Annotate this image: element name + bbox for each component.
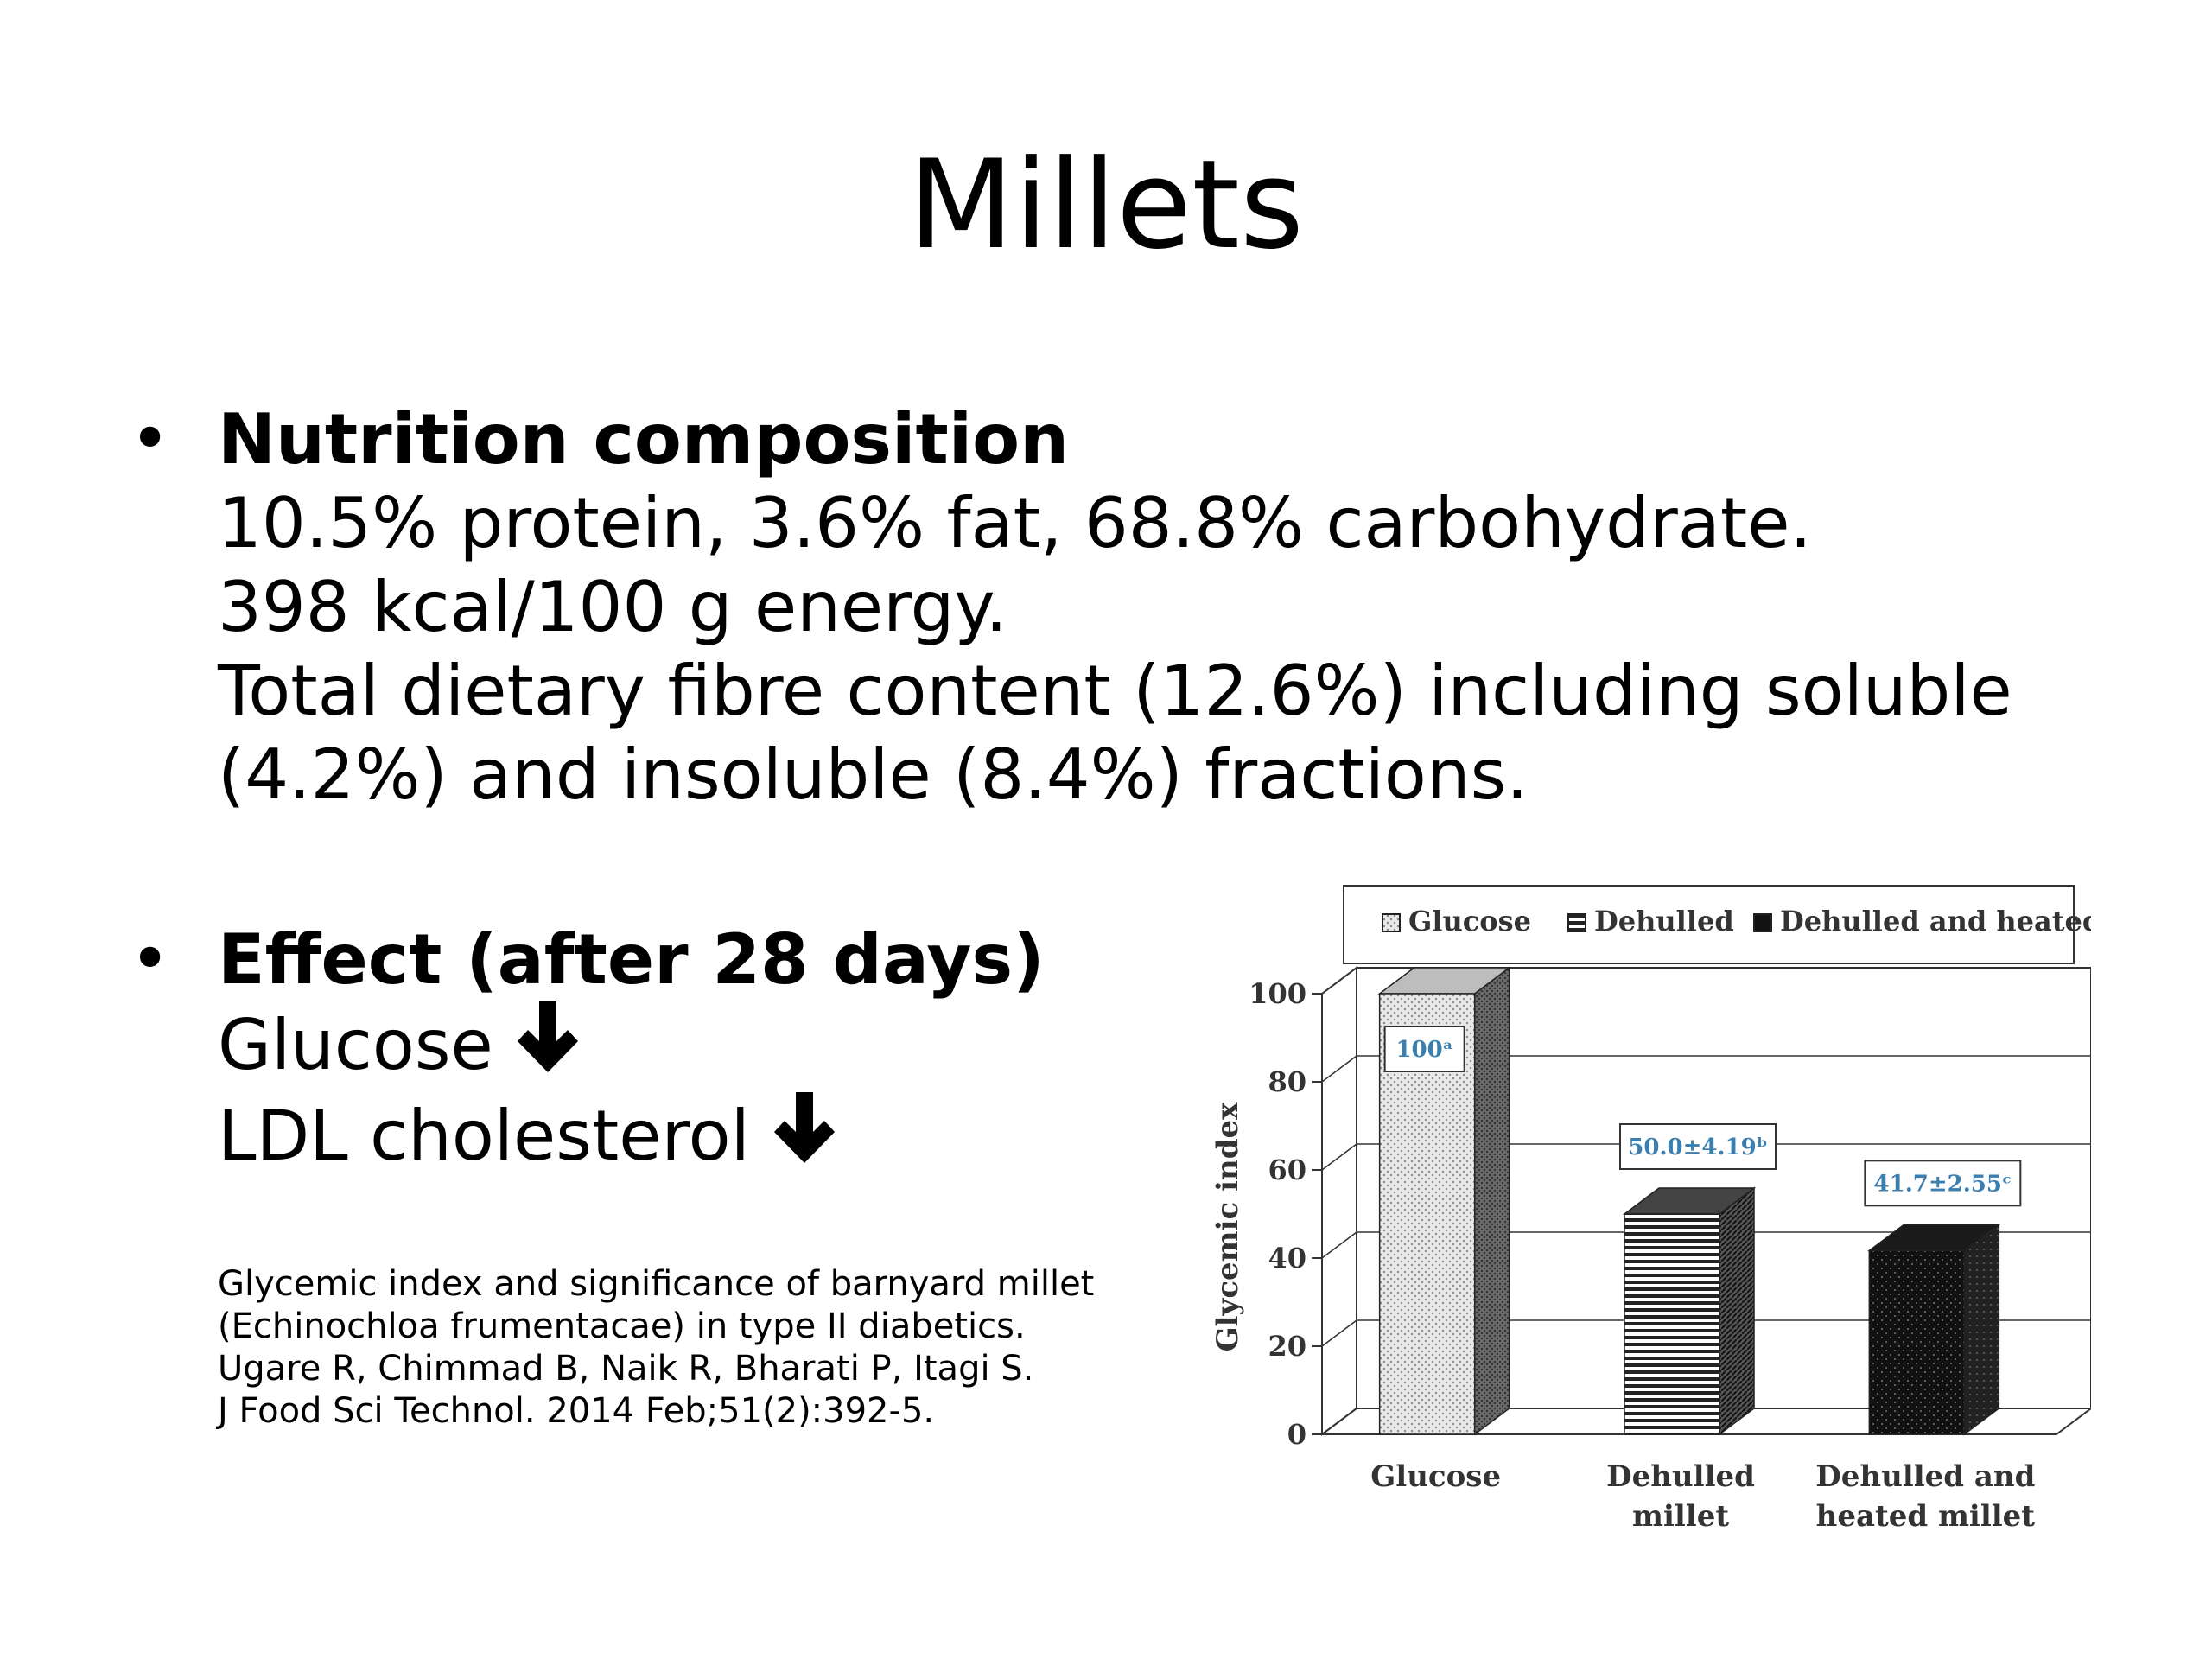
data-label: 50.0±4.19ᵇ (1628, 1135, 1767, 1160)
down-arrow-icon (773, 1092, 835, 1183)
citation-line: (Echinochloa frumentacae) in type II dia… (218, 1306, 1026, 1346)
bar-side (1963, 1223, 2000, 1436)
bullet-line: 10.5% protein, 3.6% fat, 68.8% carbohydr… (218, 483, 1812, 563)
glycemic-index-chart: Glucose Dehulled Dehulled and heated 0 20 40… (1211, 885, 2091, 1534)
down-arrow-icon (517, 1001, 578, 1092)
chart-bars: 100ᵃ 50.0±4.19ᵇ 41.7±2.55ᶜ (1377, 966, 2022, 1436)
y-tick-label: 100 (1249, 977, 1306, 1010)
x-category-label: Dehulled (1606, 1459, 1755, 1494)
bar-3: 41.7±2.55ᶜ (1864, 1160, 2022, 1436)
y-tick-label: 0 (1287, 1418, 1306, 1451)
citation-line: J Food Sci Technol. 2014 Feb;51(2):392-5… (218, 1391, 935, 1431)
bullet-line: Total dietary fibre content (12.6%) incl… (218, 651, 2012, 731)
bullet-dot: • (130, 398, 171, 479)
bar-side (1719, 1186, 1755, 1436)
bullet-dot: • (130, 918, 171, 999)
slide-title: Millets (908, 134, 1304, 276)
bar-side (1473, 966, 1510, 1436)
effect-ldl-label: LDL cholesterol (218, 1096, 750, 1176)
bar-front (1868, 1249, 1966, 1435)
y-tick-label: 80 (1268, 1065, 1306, 1098)
effect-glucose-label: Glucose (218, 1005, 493, 1085)
data-label-box (1864, 1160, 2022, 1207)
data-label: 41.7±2.55ᶜ (1874, 1171, 2012, 1197)
bullet-heading: Nutrition composition (218, 399, 1070, 480)
data-label-box (1619, 1123, 1777, 1170)
citation-line: Glycemic index and significance of barny… (218, 1264, 1095, 1304)
gridline (1321, 1319, 2091, 1347)
x-category-label: Glucose (1370, 1459, 1501, 1494)
bar-2: 50.0±4.19ᵇ (1619, 1123, 1777, 1436)
gridline (1321, 1231, 2091, 1259)
x-axis-labels: Glucose Dehulled millet Dehulled and heated … (1370, 1459, 2035, 1534)
bar-1: 100ᵃ (1377, 966, 1511, 1436)
legend-swatch (1567, 913, 1586, 932)
legend-entry: Dehulled and heated (1780, 905, 2091, 938)
effect-ldl: LDL cholesterol (218, 1092, 2119, 1183)
effect-glucose: Glucose (218, 1001, 2119, 1092)
chart-grid (1319, 966, 2091, 1436)
y-tick-label: 20 (1268, 1330, 1306, 1363)
legend-box (1343, 885, 2075, 964)
legend-swatch (1753, 913, 1772, 932)
bullet-line: 398 kcal/100 g energy. (218, 567, 1007, 647)
x-category-label: millet (1632, 1499, 1729, 1534)
x-category-label: Dehulled and (1815, 1459, 2035, 1494)
chart-legend: Glucose Dehulled Dehulled and heated (1343, 885, 2091, 964)
gridline (1321, 1055, 2091, 1083)
bar-front (1624, 1213, 1720, 1435)
left-wall (1321, 966, 1357, 1436)
bullet-heading: Effect (after 28 days) (218, 919, 1045, 1000)
gridline (1321, 967, 2091, 995)
legend-entry: Dehulled (1594, 905, 1734, 938)
citation-line: Ugare R, Chimmad B, Naik R, Bharati P, I… (218, 1349, 1034, 1389)
y-axis-ticks: 0 20 40 60 80 100 (1249, 977, 1322, 1451)
y-axis-label: Glycemic index (1211, 1102, 1245, 1352)
gridline (1321, 1408, 2091, 1435)
bullet-line: (4.2%) and insoluble (8.4%) fractions. (218, 734, 1529, 815)
y-tick-label: 60 (1268, 1154, 1306, 1186)
y-tick-label: 40 (1268, 1242, 1306, 1274)
x-category-label: heated millet (1816, 1499, 2036, 1534)
legend-entry: Glucose (1408, 905, 1531, 938)
data-label: 100ᵃ (1395, 1037, 1452, 1063)
gridline (1321, 1143, 2091, 1171)
citation: Glycemic index and significance of barny… (218, 1263, 1211, 1433)
legend-swatch (1382, 913, 1401, 932)
data-label-box (1383, 1026, 1465, 1072)
